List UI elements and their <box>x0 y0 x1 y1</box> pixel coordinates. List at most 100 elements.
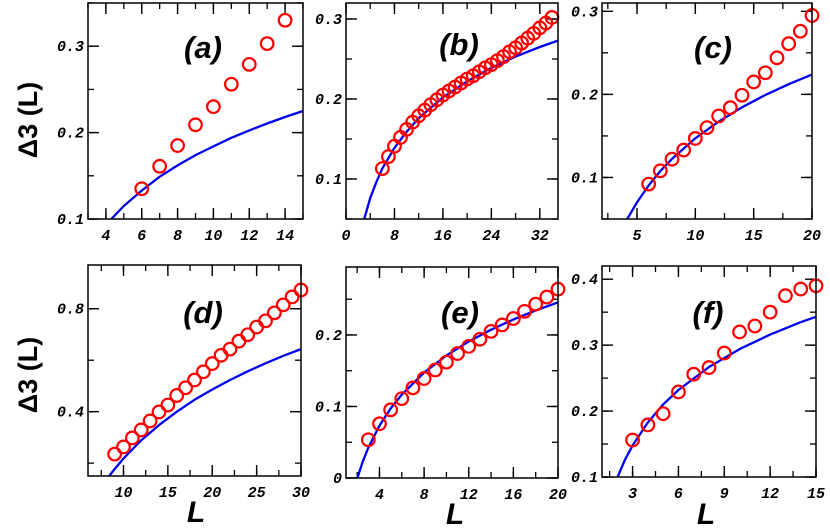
x-tick-label: 9 <box>720 486 729 503</box>
panel-d: 10 15 20 25 30 0.4 0.8 (d) L <box>57 264 310 529</box>
theory-curve <box>108 348 301 476</box>
x-tick-label: 8 <box>420 487 429 504</box>
panel-a: 4 6 8 10 12 14 0.1 0.2 0.3 (a) <box>57 2 304 245</box>
data-point <box>686 366 702 382</box>
y-tick-label: 0.3 <box>571 338 598 355</box>
data-point <box>472 331 488 347</box>
y-tick-label: 0.3 <box>315 12 342 29</box>
data-point <box>160 397 176 413</box>
data-point <box>781 36 797 52</box>
data-point <box>204 356 220 371</box>
x-tick-label: 15 <box>745 228 763 245</box>
data-point <box>241 56 257 72</box>
panel-b: 0 8 16 24 32 0.1 0.2 0.3 (b) <box>315 2 560 245</box>
data-point <box>134 181 150 197</box>
y-tick-label: 0.3 <box>571 4 598 21</box>
data-point <box>427 362 443 378</box>
x-tick-label: 8 <box>390 228 399 245</box>
data-point <box>107 446 123 462</box>
data-point <box>206 99 221 115</box>
data-point <box>716 345 732 361</box>
panel-label: (b) <box>439 27 479 62</box>
x-axis-label: L <box>187 496 205 529</box>
data-point <box>275 297 291 313</box>
y-tick-label: 0.4 <box>57 405 84 422</box>
data-point <box>701 360 717 375</box>
x-tick-label: 12 <box>460 487 478 504</box>
data-point <box>187 372 202 388</box>
x-tick-label: 4 <box>101 228 110 245</box>
x-tick-label: 4 <box>375 487 384 504</box>
data-point <box>195 364 211 380</box>
data-point <box>394 391 410 407</box>
data-point <box>416 371 432 386</box>
data-point <box>640 417 656 433</box>
y-tick-label: 0.1 <box>57 212 84 229</box>
data-point <box>240 327 256 343</box>
data-point <box>266 305 282 321</box>
y-tick-label: 0.8 <box>57 302 84 319</box>
data-point <box>792 23 808 39</box>
x-tick-label: 20 <box>549 487 567 504</box>
y-tick-label: 0.1 <box>571 170 598 187</box>
data-point <box>223 76 239 92</box>
data-point <box>259 36 275 52</box>
data-point <box>213 347 229 363</box>
y-axis-label-bottom-row: Δ3 (L) <box>13 336 43 414</box>
data-point <box>528 296 544 312</box>
data-point <box>505 311 521 326</box>
x-tick-label: 5 <box>632 228 641 245</box>
x-tick-label: 3 <box>628 486 637 503</box>
data-point <box>762 304 778 320</box>
x-tick-label: 32 <box>531 228 549 245</box>
panel-label: (c) <box>694 30 732 65</box>
panel-e: 4 8 12 16 20 0 0.1 0.2 (e) L <box>315 266 567 530</box>
data-point <box>722 100 738 116</box>
data-point <box>732 324 747 340</box>
x-tick-label: 20 <box>203 485 221 502</box>
data-point <box>405 380 421 396</box>
y-tick-label: 0.3 <box>57 39 84 56</box>
plot-frame <box>87 264 302 477</box>
data-point <box>699 120 715 136</box>
y-tick-label: 0.2 <box>315 92 342 109</box>
y-tick-label: 0 <box>333 471 342 488</box>
data-point <box>652 163 668 179</box>
y-tick-label: 0.1 <box>571 470 598 487</box>
theory-curve <box>626 73 812 219</box>
panel-label: (f) <box>693 295 724 330</box>
theory-curve <box>110 109 303 219</box>
data-point <box>641 176 657 192</box>
data-point <box>625 432 640 448</box>
data-point <box>494 317 510 333</box>
data-point <box>778 288 793 304</box>
data-point <box>178 380 194 396</box>
data-point <box>249 319 265 335</box>
data-point <box>284 289 300 305</box>
data-point <box>687 131 703 146</box>
x-axis-label: L <box>446 498 464 530</box>
plot-frame <box>345 2 559 220</box>
x-tick-label: 16 <box>434 228 452 245</box>
data-point <box>116 439 131 455</box>
y-tick-label: 0.2 <box>571 404 598 421</box>
data-point <box>374 161 390 177</box>
y-tick-label: 0.2 <box>315 328 342 345</box>
data-point <box>711 108 727 124</box>
data-point <box>676 142 692 158</box>
x-tick-label: 20 <box>803 228 821 245</box>
data-point <box>655 406 671 422</box>
x-tick-label: 15 <box>159 485 177 502</box>
x-tick-label: 6 <box>137 228 146 245</box>
data-point <box>133 422 149 438</box>
data-point <box>450 346 465 361</box>
x-tick-label: 24 <box>482 228 500 245</box>
data-point <box>747 318 763 334</box>
y-tick-label: 0.2 <box>571 87 598 104</box>
theory-curve <box>363 39 558 219</box>
x-axis-label: L <box>697 498 715 530</box>
x-tick-label: 12 <box>240 228 258 245</box>
data-point <box>124 430 140 446</box>
